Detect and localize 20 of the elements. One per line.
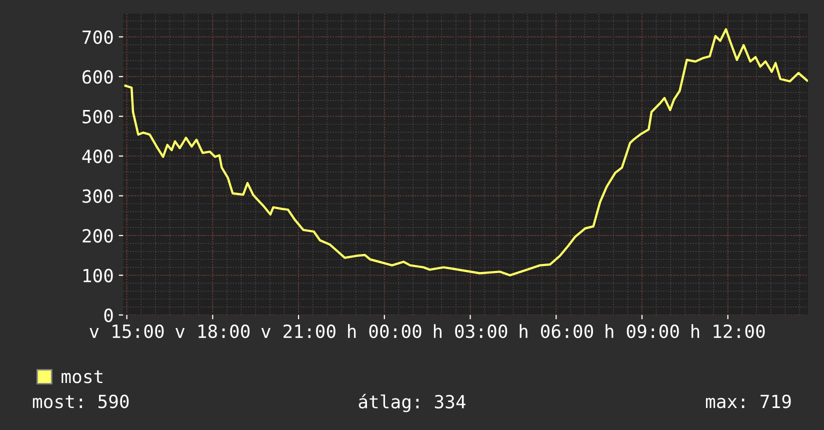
x-tick-label: v 21:00 bbox=[261, 324, 336, 338]
y-tick-label: 400 bbox=[82, 150, 113, 164]
x-tick-label: h 12:00 bbox=[692, 324, 765, 338]
y-tick-label: 600 bbox=[82, 70, 113, 84]
y-tick-label: 200 bbox=[82, 229, 113, 243]
y-tick-label: 0 bbox=[104, 308, 113, 322]
x-tick-label: h 00:00 bbox=[348, 324, 422, 338]
y-tick-label: 500 bbox=[82, 110, 113, 124]
x-tick-label: v 15:00 bbox=[90, 324, 164, 338]
legend-label: most bbox=[62, 370, 102, 384]
text: max: 719 bbox=[706, 394, 791, 408]
x-tick-label: h 03:00 bbox=[434, 324, 508, 338]
y-tick-label: 100 bbox=[84, 268, 113, 282]
text: átlag: 334 bbox=[358, 394, 466, 412]
y-tick-label: 300 bbox=[82, 189, 113, 203]
x-tick-label: v 18:00 bbox=[176, 324, 250, 338]
text: most: 590 bbox=[32, 394, 129, 408]
y-tick-label: 700 bbox=[82, 30, 113, 44]
x-tick-label: h 09:00 bbox=[606, 324, 679, 338]
x-tick-label: h 06:00 bbox=[520, 324, 594, 338]
